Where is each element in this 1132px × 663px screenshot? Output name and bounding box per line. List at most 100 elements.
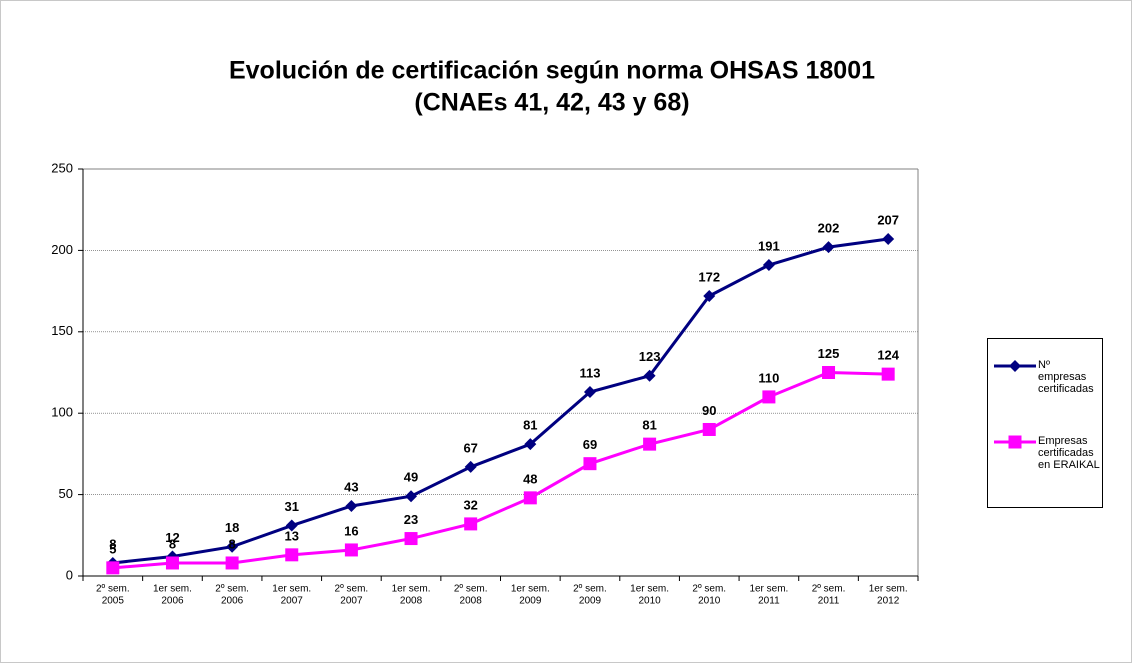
x-tick-label: 1er sem. [749, 584, 788, 595]
point [643, 369, 656, 382]
data-label: 172 [698, 269, 720, 284]
x-tick-label: 2009 [579, 596, 602, 607]
data-label: 13 [285, 528, 299, 543]
data-label: 8 [228, 536, 235, 551]
data-label: 125 [818, 346, 840, 361]
x-tick-label: 2º sem. [812, 584, 846, 595]
x-tick-label: 2007 [340, 596, 363, 607]
point [881, 367, 895, 381]
x-tick-label: 2º sem. [692, 584, 726, 595]
point [1008, 435, 1022, 449]
x-tick-label: 1er sem. [630, 584, 669, 595]
point [643, 437, 657, 451]
legend-label: Nº empresas certificadas [1038, 359, 1094, 395]
y-tick-label: 150 [51, 323, 73, 338]
data-label: 8 [169, 536, 176, 551]
data-label: 191 [758, 238, 780, 253]
point [524, 438, 537, 451]
legend-label: Empresas certificadas en ERAIKAL [1038, 435, 1100, 471]
data-label: 90 [702, 403, 716, 418]
legend: Nº empresas certificadas Empresas certifi… [987, 338, 1103, 508]
point [822, 366, 836, 379]
point [165, 556, 179, 570]
x-tick-label: 2006 [161, 596, 184, 607]
data-label: 8 [109, 536, 116, 551]
x-tick-label: 2º sem. [96, 584, 130, 595]
point [106, 561, 120, 575]
y-tick-label: 0 [66, 567, 73, 582]
data-label: 202 [818, 221, 840, 236]
y-tick-label: 250 [51, 160, 73, 175]
point [464, 460, 477, 473]
x-tick-label: 1er sem. [511, 584, 550, 595]
data-label: 31 [285, 499, 299, 514]
x-tick-label: 2005 [102, 596, 125, 607]
y-tick-label: 200 [51, 242, 73, 257]
point [344, 543, 358, 557]
point [882, 233, 895, 246]
line [112, 237, 889, 565]
x-tick-label: 2010 [698, 596, 721, 607]
x-tick-label: 2006 [221, 596, 244, 607]
point [464, 517, 478, 531]
data-label: 23 [404, 512, 418, 527]
point [345, 499, 358, 512]
data-label: 16 [344, 523, 358, 538]
point [225, 556, 239, 570]
x-tick-label: 2010 [638, 596, 661, 607]
point [583, 386, 596, 399]
x-tick-label: 2007 [281, 596, 304, 607]
data-label: 43 [344, 479, 358, 494]
data-label: 69 [583, 437, 597, 452]
legend-swatch [994, 360, 1036, 372]
x-tick-label: 2º sem. [454, 584, 488, 595]
point [523, 491, 537, 505]
data-label: 12 [165, 530, 179, 545]
data-label: 113 [579, 365, 600, 380]
data-label: 18 [225, 520, 239, 535]
data-label: 49 [404, 470, 418, 485]
data-label: 48 [523, 471, 537, 486]
x-tick-label: 1er sem. [869, 584, 908, 595]
point [702, 422, 716, 436]
chart-subtitle: (CNAEs 41, 42, 43 y 68) [414, 89, 689, 117]
x-tick-label: 2009 [519, 596, 542, 607]
x-tick-label: 1er sem. [153, 584, 192, 595]
x-tick-label: 1er sem. [272, 584, 311, 595]
data-label: 81 [642, 418, 656, 433]
x-tick-label: 2011 [758, 596, 780, 607]
data-label: 124 [877, 348, 899, 363]
y-tick-label: 100 [51, 405, 73, 420]
data-label: 110 [758, 370, 779, 385]
chart-title: Evolución de certificación según norma O… [229, 57, 875, 85]
data-label: 207 [877, 212, 899, 227]
line [112, 370, 889, 570]
point [762, 390, 776, 404]
x-tick-label: 2011 [818, 596, 840, 607]
point [703, 289, 716, 302]
x-tick-label: 2º sem. [573, 584, 607, 595]
x-tick-label: 2008 [400, 596, 423, 607]
point [285, 519, 298, 532]
point [822, 241, 835, 254]
point [583, 457, 597, 471]
data-label: 67 [463, 440, 477, 455]
data-label: 32 [463, 497, 477, 512]
point [1009, 360, 1021, 372]
legend-swatch [994, 435, 1036, 449]
data-label: 123 [639, 349, 661, 364]
point [762, 259, 775, 272]
point [405, 490, 418, 503]
x-tick-label: 2012 [877, 596, 900, 607]
legend-item: Empresas certificadas en ERAIKAL [992, 435, 1102, 471]
data-label: 5 [109, 541, 116, 556]
point [404, 532, 418, 546]
x-tick-label: 2º sem. [335, 584, 369, 595]
point [226, 540, 239, 553]
y-tick-label: 50 [59, 486, 73, 501]
point [285, 548, 299, 562]
x-tick-label: 2º sem. [215, 584, 249, 595]
x-tick-label: 2008 [460, 596, 483, 607]
data-label: 81 [523, 418, 537, 433]
